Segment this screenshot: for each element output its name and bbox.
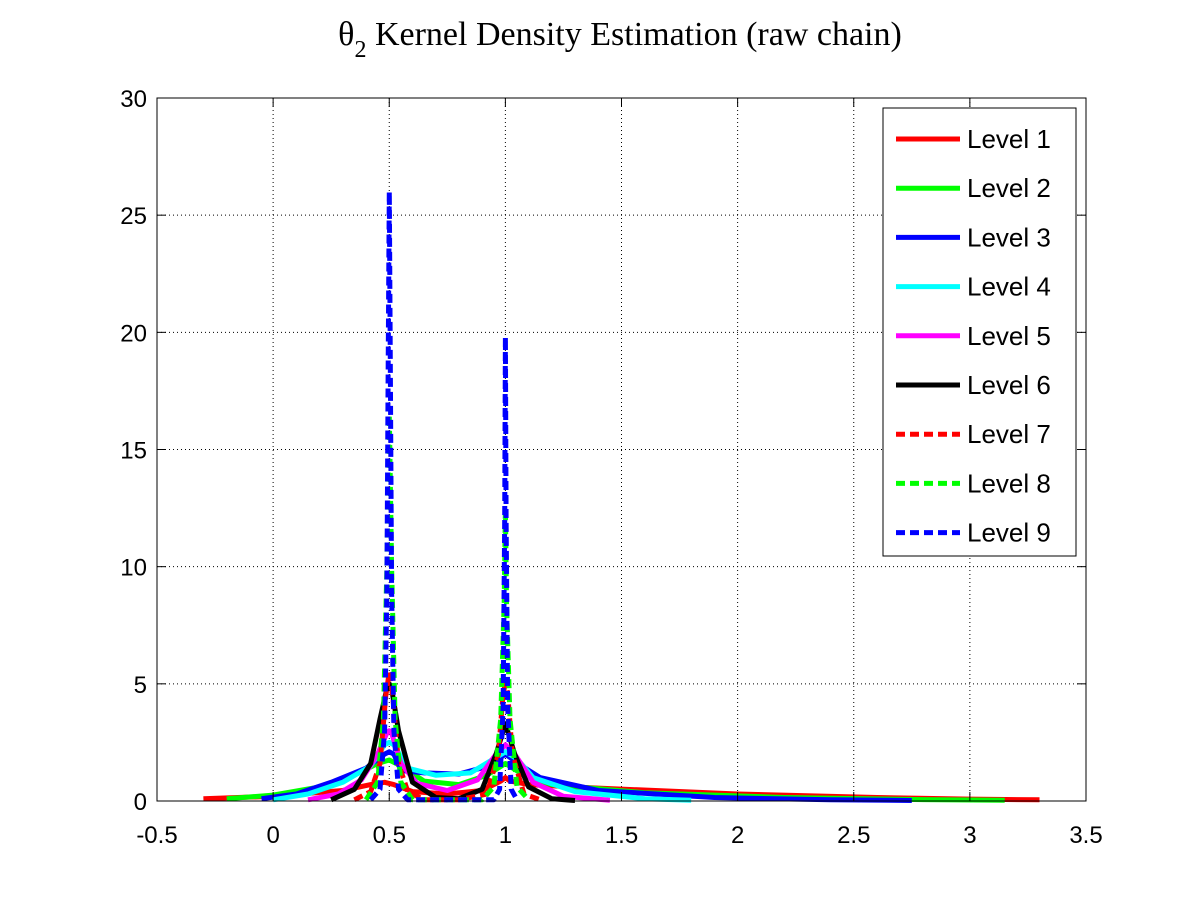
x-tick-label: 2	[731, 822, 744, 849]
y-tick-label: 5	[134, 672, 147, 699]
x-tick-label: 1.5	[605, 822, 638, 849]
x-tick-label: 1	[499, 822, 512, 849]
legend-label-level-7: Level 7	[967, 419, 1051, 449]
y-tick-label: 30	[120, 86, 147, 113]
ticks	[156, 97, 1087, 802]
legend-label-level-2: Level 2	[967, 173, 1051, 203]
legend-label-level-4: Level 4	[967, 272, 1051, 302]
legend-label-level-1: Level 1	[967, 124, 1051, 154]
grid	[157, 98, 1086, 801]
y-tick-label: 25	[120, 203, 147, 230]
x-tick-label: -0.5	[136, 822, 177, 849]
y-tick-label: 15	[120, 438, 147, 465]
x-tick-label: 3.5	[1069, 822, 1102, 849]
y-tick-label: 10	[120, 555, 147, 582]
y-tick-label: 0	[134, 789, 147, 816]
legend: Level 1 Level 2 Level 3 Level 4 Level 5 Level…	[882, 107, 1077, 557]
legend-label-level-6: Level 6	[967, 370, 1051, 400]
x-tick-label: 3	[963, 822, 976, 849]
legend-items: Level 1 Level 2 Level 3 Level 4 Level 5 Level…	[896, 124, 1051, 548]
x-tick-labels: -0.5 0 0.5 1 1.5 2 2.5 3 3.5	[136, 822, 1102, 849]
title-text: Kernel Density Estimation (raw chain)	[366, 16, 901, 53]
series-line-level-6	[330, 681, 576, 803]
x-tick-label: 0.5	[373, 822, 406, 849]
series-line-level-9	[368, 189, 520, 803]
y-tick-labels: 0 5 10 15 20 25 30	[120, 86, 147, 816]
legend-label-level-8: Level 8	[967, 468, 1051, 498]
x-tick-label: 0	[266, 822, 279, 849]
y-tick-label: 20	[120, 320, 147, 347]
legend-label-level-5: Level 5	[967, 321, 1051, 351]
chart-title: θ2 Kernel Density Estimation (raw chain)	[338, 16, 902, 63]
series-line-level-4	[272, 739, 692, 803]
legend-label-level-9: Level 9	[967, 518, 1051, 548]
legend-label-level-3: Level 3	[967, 222, 1051, 252]
title-subscript: 2	[354, 37, 366, 63]
series-group	[203, 189, 1040, 803]
series-line-level-7	[353, 669, 542, 803]
x-tick-label: 2.5	[837, 822, 870, 849]
title-symbol: θ	[338, 16, 354, 53]
